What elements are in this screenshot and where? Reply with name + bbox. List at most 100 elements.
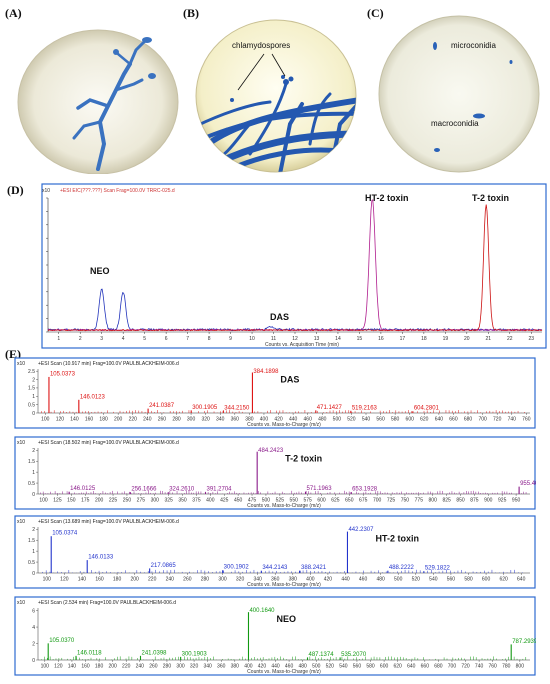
ms-x-tick-label: 580 bbox=[464, 577, 473, 583]
chromatogram-x-tick-label: 5 bbox=[143, 336, 146, 342]
ms-x-tick-label: 575 bbox=[303, 498, 312, 504]
ms-x-tick-label: 675 bbox=[359, 498, 368, 504]
chromatogram-x-tick-label: 17 bbox=[400, 336, 406, 342]
ms-x-tick-label: 520 bbox=[347, 417, 356, 423]
ms-x-tick-label: 900 bbox=[484, 498, 493, 504]
ms-y-tick-label: 0 bbox=[32, 658, 35, 664]
ms-x-tick-label: 500 bbox=[333, 417, 342, 423]
ms-x-axis-label: Counts vs. Mass-to-Charge (m/z) bbox=[247, 503, 321, 509]
ms-x-tick-label: 280 bbox=[201, 577, 210, 583]
chromatogram-x-tick-label: 14 bbox=[335, 336, 341, 342]
ms-x-tick-label: 240 bbox=[136, 664, 145, 670]
ht2-peak-label: HT-2 toxin bbox=[365, 193, 409, 203]
ms-panel-das: +ESI Scan (10.917 min) Frag=100.0V PAULB… bbox=[14, 357, 536, 429]
ms-x-tick-label: 160 bbox=[81, 664, 90, 670]
ms-x-tick-label: 540 bbox=[362, 417, 371, 423]
ms-x-tick-label: 480 bbox=[376, 577, 385, 583]
ms-x-tick-label: 660 bbox=[449, 417, 458, 423]
ms-x-tick-label: 700 bbox=[478, 417, 487, 423]
chromatogram-x-tick-label: 20 bbox=[464, 336, 470, 342]
ms-x-tick-label: 220 bbox=[122, 664, 131, 670]
ms-peak-label: 105.0373 bbox=[50, 371, 76, 377]
t2-peak-label: T-2 toxin bbox=[472, 193, 509, 203]
ms-x-tick-label: 680 bbox=[464, 417, 473, 423]
ms-x-tick-label: 680 bbox=[434, 664, 443, 670]
ms-x-tick-label: 850 bbox=[456, 498, 465, 504]
ms-x-tick-label: 280 bbox=[172, 417, 181, 423]
ms-panel-t2: +ESI Scan (18.502 min) Frag=100.0V PAULB… bbox=[14, 436, 546, 510]
ms-x-tick-label: 120 bbox=[56, 417, 65, 423]
ms-x-tick-label: 180 bbox=[95, 664, 104, 670]
ms-x-tick-label: 120 bbox=[54, 664, 63, 670]
ms-x-tick-label: 460 bbox=[285, 664, 294, 670]
ms-x-tick-label: 540 bbox=[339, 664, 348, 670]
ms-frame bbox=[14, 596, 536, 676]
ms-panel-ht2: +ESI Scan (13.689 min) Frag=100.0V PAULB… bbox=[14, 515, 536, 589]
ms-x-tick-label: 800 bbox=[429, 498, 438, 504]
ms-y-tick-label: 0 bbox=[32, 492, 35, 498]
ms-x-tick-label: 320 bbox=[201, 417, 210, 423]
ms-x-tick-label: 650 bbox=[345, 498, 354, 504]
ms-x-tick-label: 180 bbox=[99, 417, 108, 423]
ms-y-exponent: x10 bbox=[17, 600, 25, 606]
ms-x-tick-label: 160 bbox=[85, 417, 94, 423]
ms-y-tick-label: 2 bbox=[32, 527, 35, 533]
micrograph-a bbox=[12, 4, 184, 174]
ms-title: +ESI Scan (13.689 min) Frag=100.0V PAULB… bbox=[38, 519, 179, 525]
ms-x-tick-label: 275 bbox=[137, 498, 146, 504]
ms-x-tick-label: 340 bbox=[203, 664, 212, 670]
ms-x-tick-label: 400 bbox=[306, 577, 315, 583]
ms-x-tick-label: 400 bbox=[206, 498, 215, 504]
ms-panel-neo: +ESI Scan (2.534 min) Frag=100.0V PAULBL… bbox=[14, 596, 538, 676]
ms-peak-label: 300.1905 bbox=[192, 405, 218, 411]
ms-x-tick-label: 440 bbox=[341, 577, 350, 583]
ms-peak-label: 146.0118 bbox=[77, 650, 102, 656]
ms-peak-label: 384.1898 bbox=[253, 369, 279, 375]
ms-y-tick-label: 1.5 bbox=[28, 386, 35, 392]
ms-x-tick-label: 725 bbox=[387, 498, 396, 504]
ms-compound-label: NEO bbox=[276, 614, 296, 624]
ms-y-tick-label: 2 bbox=[32, 448, 35, 454]
ms-x-tick-label: 420 bbox=[324, 577, 333, 583]
ms-x-tick-label: 775 bbox=[415, 498, 424, 504]
ms-peak-label: 146.0125 bbox=[70, 486, 96, 492]
ms-y-tick-label: 1 bbox=[32, 549, 35, 555]
ms-frame bbox=[14, 515, 536, 589]
chromatogram-x-tick-label: 18 bbox=[421, 336, 427, 342]
chromatogram-x-tick-label: 2 bbox=[79, 336, 82, 342]
ms-x-tick-label: 425 bbox=[220, 498, 229, 504]
t2-trace bbox=[47, 204, 543, 332]
ms-peak-label: 488.2222 bbox=[389, 565, 415, 571]
ms-x-tick-label: 500 bbox=[262, 498, 271, 504]
chromatogram-x-axis-label: Counts vs. Acquisition Time (min) bbox=[265, 342, 339, 348]
chromatogram-panel: +ESI EIC(???.???) Scan Frag=100.0V TRRC-… bbox=[2, 182, 548, 352]
ms-x-tick-label: 660 bbox=[421, 664, 430, 670]
ms-x-tick-label: 520 bbox=[412, 577, 421, 583]
ms-peak-label: 324.2610 bbox=[169, 487, 195, 493]
ms-peak-label: 487.1374 bbox=[309, 652, 335, 658]
ms-x-tick-label: 260 bbox=[158, 417, 167, 423]
ms-x-tick-label: 320 bbox=[190, 664, 199, 670]
ms-peak-label: 344.2143 bbox=[262, 565, 288, 571]
ms-x-tick-label: 560 bbox=[353, 664, 362, 670]
ms-x-tick-label: 560 bbox=[447, 577, 456, 583]
ms-x-tick-label: 300 bbox=[151, 498, 160, 504]
chromatogram-x-tick-label: 1 bbox=[57, 336, 60, 342]
ms-x-tick-label: 280 bbox=[163, 664, 172, 670]
ms-x-tick-label: 620 bbox=[499, 577, 508, 583]
ms-x-tick-label: 180 bbox=[113, 577, 122, 583]
ms-peak-label: 241.0387 bbox=[149, 403, 175, 409]
ms-x-tick-label: 100 bbox=[41, 417, 50, 423]
das-peak-label: DAS bbox=[270, 312, 289, 322]
ms-x-tick-label: 260 bbox=[183, 577, 192, 583]
ms-x-tick-label: 780 bbox=[502, 664, 511, 670]
ms-y-exponent: x10 bbox=[17, 440, 25, 446]
ms-y-tick-label: 0.5 bbox=[28, 481, 35, 487]
ms-x-tick-label: 825 bbox=[442, 498, 451, 504]
ms-y-tick-label: 1.5 bbox=[28, 538, 35, 544]
ms-x-tick-label: 640 bbox=[435, 417, 444, 423]
ms-x-tick-label: 380 bbox=[289, 577, 298, 583]
ms-x-tick-label: 150 bbox=[67, 498, 76, 504]
chromatogram-x-tick-label: 7 bbox=[186, 336, 189, 342]
ms-x-tick-label: 580 bbox=[366, 664, 375, 670]
